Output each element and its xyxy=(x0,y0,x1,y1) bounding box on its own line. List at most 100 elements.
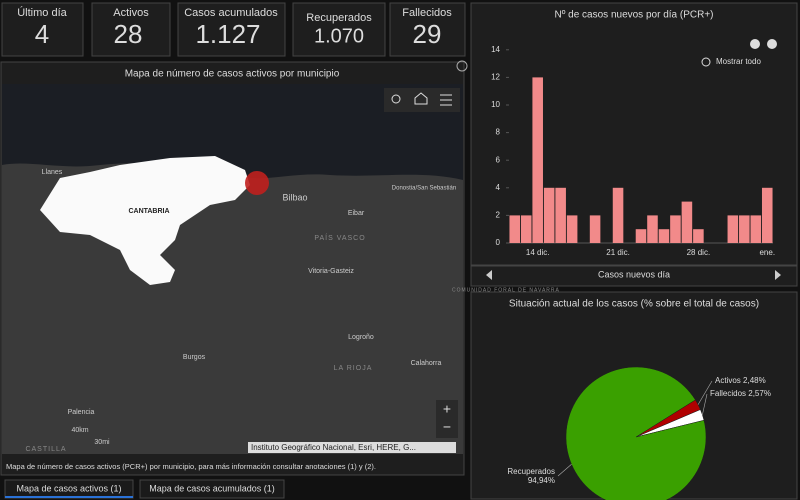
kpi-label: Casos acumulados xyxy=(184,7,278,19)
zoom-out[interactable]: − xyxy=(443,419,451,435)
kpi-label: Último día xyxy=(17,6,67,19)
kpi-box xyxy=(389,2,466,57)
kpi-box xyxy=(177,2,286,57)
bar xyxy=(693,229,704,243)
tab-label[interactable]: Mapa de casos acumulados (1) xyxy=(149,483,275,493)
bar xyxy=(750,215,762,243)
sea xyxy=(2,84,463,180)
bar xyxy=(520,215,532,243)
bar xyxy=(635,229,647,243)
place-label: Palencia xyxy=(68,409,95,416)
y-tick-label: 2 xyxy=(496,211,501,220)
map-footnote: Mapa de número de casos activos (PCR+) p… xyxy=(6,462,376,471)
x-tick-label: 28 dic. xyxy=(687,248,711,257)
leader-line xyxy=(557,464,572,477)
kpi-label: Activos xyxy=(113,7,149,19)
place-label: Vitoria-Gasteiz xyxy=(308,268,354,275)
place-label: Bilbao xyxy=(282,192,307,202)
kpi-value: 1.127 xyxy=(195,19,260,49)
scale-label: 40km xyxy=(71,427,88,434)
y-tick-label: 4 xyxy=(496,183,501,192)
prev-button[interactable] xyxy=(486,270,492,280)
place-label: Donostia/San Sebastián xyxy=(392,186,456,192)
bar xyxy=(681,201,693,243)
bar xyxy=(647,215,658,243)
search-button[interactable] xyxy=(391,94,401,104)
zoom-in[interactable]: + xyxy=(443,401,451,417)
region-label: PAÍS VASCO xyxy=(314,233,365,242)
chart-title: Situación actual de los casos (% sobre e… xyxy=(509,299,759,310)
leader-line xyxy=(697,380,713,405)
bar xyxy=(761,187,773,243)
attribution: Instituto Geográfico Nacional, Esri, HER… xyxy=(251,443,416,452)
legend-button[interactable] xyxy=(440,94,452,106)
place-label: CANTABRIA xyxy=(128,208,169,215)
bar xyxy=(739,215,750,243)
kpi-box xyxy=(91,2,171,57)
place-label: Eibar xyxy=(348,210,365,217)
toggle-button[interactable] xyxy=(767,39,777,49)
bar xyxy=(555,187,566,243)
slice-label: Activos 2,48% xyxy=(715,376,766,385)
tab-label[interactable]: Mapa de casos activos (1) xyxy=(16,483,121,493)
expand-button[interactable] xyxy=(456,60,468,72)
bar xyxy=(658,229,670,243)
x-tick-label: 21 dic. xyxy=(606,248,630,257)
slice-label: Recuperados 94,94% xyxy=(507,467,555,485)
y-tick-label: 6 xyxy=(496,155,501,164)
place-label: Llanes xyxy=(42,169,63,176)
bar-nav xyxy=(470,265,798,287)
x-tick-label: 14 dic. xyxy=(526,248,550,257)
place-label: Logroño xyxy=(348,334,374,341)
y-tick-label: 0 xyxy=(496,238,501,247)
x-tick-label: ene. xyxy=(759,248,775,257)
zoom-control xyxy=(436,400,458,438)
pie-slice xyxy=(565,366,707,500)
kpi-label: Recuperados xyxy=(306,12,372,24)
x-axis-label: Casos nuevos día xyxy=(598,269,670,279)
bar xyxy=(670,215,681,243)
map-toolbar xyxy=(384,88,460,112)
y-tick-label: 12 xyxy=(491,73,500,82)
kpi-value: 28 xyxy=(114,19,143,49)
bar xyxy=(589,215,601,243)
slice-label: Fallecidos 2,57% xyxy=(710,389,771,398)
place-label: Burgos xyxy=(183,354,206,361)
toggle-button[interactable] xyxy=(750,39,760,49)
slice-name: Fallecidos xyxy=(710,389,746,398)
show-all[interactable]: Mostrar todo xyxy=(716,57,761,66)
kpi-value: 29 xyxy=(413,19,442,49)
y-tick-label: 14 xyxy=(491,45,500,54)
y-tick-label: 10 xyxy=(491,100,500,109)
kpi-box xyxy=(292,2,386,57)
case-marker[interactable] xyxy=(245,171,269,195)
bar xyxy=(727,215,739,243)
bar xyxy=(532,77,543,244)
slice-name: Activos xyxy=(715,376,741,385)
bar xyxy=(566,215,578,243)
bar xyxy=(612,187,624,243)
bar xyxy=(543,187,555,243)
tab[interactable] xyxy=(139,479,285,499)
attribution-box xyxy=(248,442,456,453)
region-label: CASTILLA xyxy=(25,446,66,453)
leader-line xyxy=(702,393,708,415)
region-label: COMUNIDAD FORAL DE NAVARRA xyxy=(452,287,560,293)
kpi-value: 4 xyxy=(35,19,49,49)
y-tick-label: 8 xyxy=(496,128,501,137)
kpi-box xyxy=(1,2,84,57)
next-button[interactable] xyxy=(775,270,781,280)
scale-label: 30mi xyxy=(94,439,110,446)
chart-title: Nº de casos nuevos por día (PCR+) xyxy=(554,10,713,21)
kpi-label: Fallecidos xyxy=(402,7,452,19)
home-button[interactable] xyxy=(414,92,428,105)
kpi-value: 1.070 xyxy=(314,25,364,47)
slice-value: 94,94% xyxy=(528,476,555,485)
slice-value: 2,57% xyxy=(748,389,771,398)
slice-value: 2,48% xyxy=(743,376,766,385)
region-label: LA RIOJA xyxy=(334,365,373,372)
zoom-icon[interactable] xyxy=(701,57,711,67)
kpi-boxes xyxy=(1,2,466,57)
